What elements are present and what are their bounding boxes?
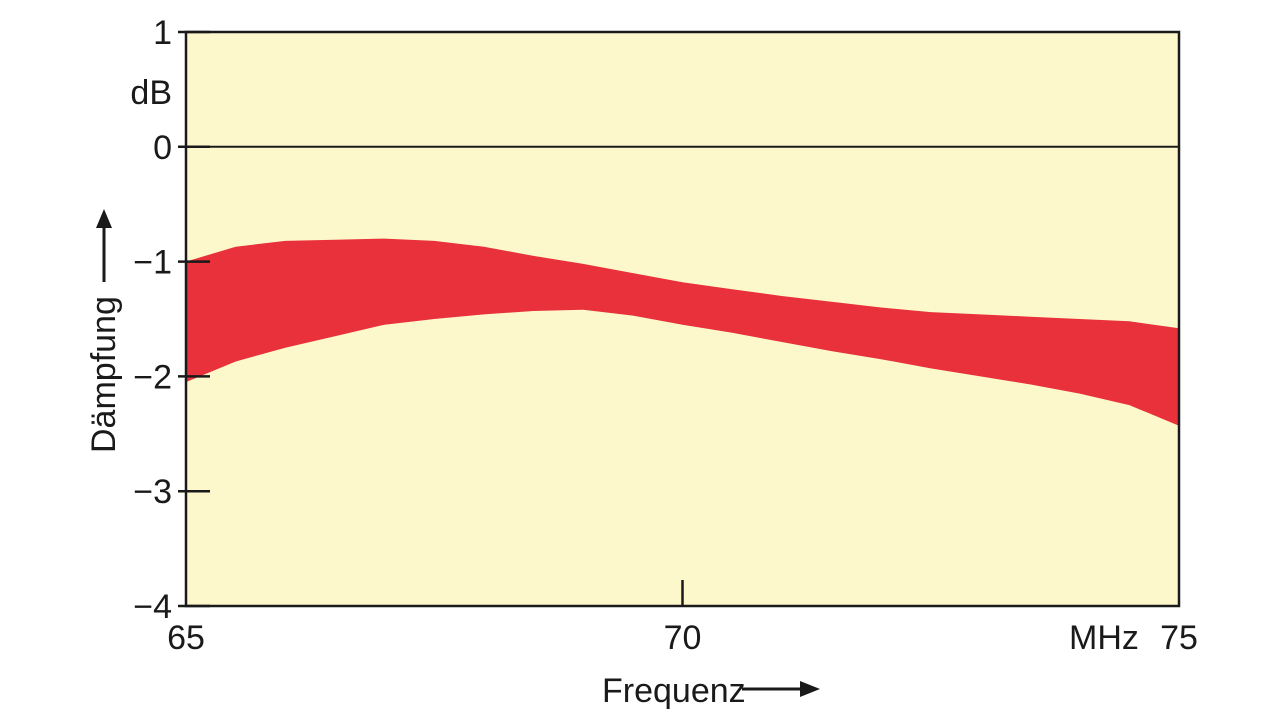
x-tick-label: 70 — [664, 619, 702, 657]
ticks-layer: 1 0 −1 −2 −3 −465 70 75 — [133, 14, 1198, 657]
attenuation-band — [186, 238, 1179, 426]
x-tick-label: 75 — [1160, 619, 1198, 657]
y-tick-label: −4 — [133, 588, 172, 626]
y-tick-label: 0 — [153, 129, 172, 167]
y-unit-label: dB — [130, 74, 172, 112]
x-axis-arrow — [742, 681, 820, 697]
x-tick-label: 65 — [167, 619, 205, 657]
y-tick-label: −3 — [133, 473, 172, 511]
y-tick-label: 1 — [153, 14, 172, 52]
y-axis-title: Dämpfung — [85, 296, 123, 453]
x-axis-title: Frequenz — [602, 672, 746, 710]
y-tick-label: −1 — [133, 244, 172, 282]
x-unit-label: MHz — [1069, 619, 1139, 657]
band-layer — [186, 238, 1179, 426]
y-tick-label: −2 — [133, 358, 172, 396]
y-axis-arrow — [96, 209, 112, 282]
